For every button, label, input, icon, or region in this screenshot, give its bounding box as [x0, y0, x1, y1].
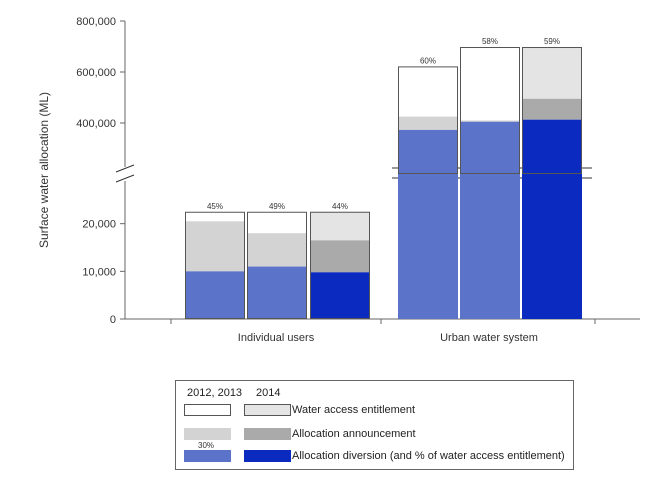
legend-swatch-entitlement-old — [184, 404, 231, 416]
bar-percent-label: 59% — [544, 37, 560, 46]
bar-entitlement-outline — [247, 211, 307, 319]
axis-break-mark — [115, 164, 135, 173]
legend-swatch-announcement-new — [244, 428, 291, 440]
y-tick-label: 20,000 — [82, 219, 116, 231]
y-tick-label: 800,000 — [76, 16, 116, 28]
bar-entitlement-outline — [185, 211, 245, 319]
bar-diversion — [460, 121, 520, 319]
bar-entitlement — [310, 211, 370, 241]
bar-diversion — [398, 129, 458, 319]
bar-entitlement-outline — [460, 47, 520, 174]
bar-diversion — [310, 272, 370, 319]
legend-swatch-announcement-old — [184, 428, 231, 440]
bar-entitlement — [460, 47, 520, 121]
bars — [185, 47, 582, 319]
bar-percent-label: 49% — [269, 202, 285, 211]
legend-swatch-entitlement-new — [244, 404, 291, 416]
x-group-label: Individual users — [238, 332, 315, 344]
bar-diversion — [185, 271, 245, 319]
legend-header-2012-2013: 2012, 2013 — [187, 387, 243, 399]
legend-swatch-diversion-new — [244, 450, 291, 462]
y-tick-label: 600,000 — [76, 67, 116, 79]
bar-entitlement-outline — [522, 47, 582, 174]
bar-announcement — [460, 120, 520, 122]
bar-announcement — [398, 116, 458, 130]
legend: 2012, 2013 2014 Water access entitlement… — [175, 380, 574, 470]
bar-entitlement — [247, 211, 307, 234]
bar-entitlement-outline — [398, 66, 458, 174]
bar-diversion — [522, 119, 582, 319]
bar-entitlement — [398, 66, 458, 117]
bar-percent-label: 44% — [332, 202, 348, 211]
axis-break-mark — [115, 174, 135, 183]
bar-entitlement — [522, 47, 582, 99]
legend-swatch-diversion-old — [184, 450, 231, 462]
y-tick-label: 10,000 — [82, 266, 116, 278]
bar-entitlement-outline — [310, 211, 370, 319]
x-group-label: Urban water system — [440, 332, 538, 344]
bar-percent-label: 45% — [207, 202, 223, 211]
y-axis-title: Surface water allocation (ML) — [37, 92, 51, 248]
legend-label-entitlement: Water access entitlement — [292, 404, 416, 416]
y-tick-label: 400,000 — [76, 118, 116, 130]
bar-announcement — [247, 233, 307, 267]
legend-header-2014: 2014 — [256, 387, 281, 399]
bar-announcement — [185, 221, 245, 272]
legend-label-announcement: Allocation announcement — [292, 428, 416, 440]
labels: Individual users Urban water system 45% 49%… — [207, 37, 560, 344]
bar-announcement — [522, 98, 582, 120]
bar-percent-label: 60% — [420, 56, 436, 65]
chart: 0 10,000 20,000 400,000 600,000 800,000 Surfac… — [37, 16, 640, 344]
y-tick-label: 0 — [110, 314, 116, 326]
legend-example-percent: 30% — [198, 441, 215, 450]
bar-entitlement — [185, 211, 245, 222]
bar-percent-label: 58% — [482, 37, 498, 46]
bar-diversion — [247, 266, 307, 319]
bar-announcement — [310, 240, 370, 273]
legend-label-diversion: Allocation diversion (and % of water acc… — [292, 450, 565, 462]
